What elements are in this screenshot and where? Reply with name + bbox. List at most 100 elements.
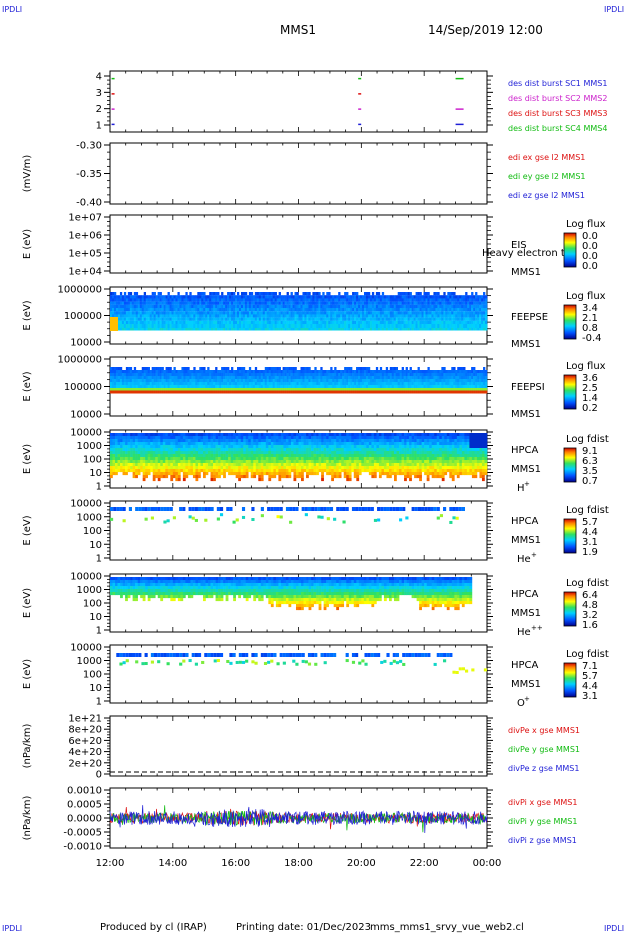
heat-cell — [409, 320, 412, 325]
heat-cell — [221, 324, 224, 328]
heat-cell — [304, 298, 307, 302]
heat-cell — [481, 295, 484, 299]
heat-cell — [363, 373, 367, 377]
heat-cell — [235, 317, 238, 321]
heat-cell — [405, 295, 408, 299]
heat-cell — [397, 327, 400, 331]
heat-cell — [330, 385, 333, 389]
heat-cell — [115, 469, 118, 473]
heat-cell — [369, 298, 373, 302]
heat-cell — [163, 382, 166, 386]
heat-cell — [483, 385, 486, 389]
heat-cell — [169, 370, 172, 374]
heat-cell — [127, 379, 131, 383]
heat-cell — [373, 298, 377, 302]
heat-cell — [119, 314, 123, 318]
heat-cell — [225, 373, 228, 377]
heat-cell — [179, 327, 182, 331]
heat-cell — [334, 304, 337, 309]
heat-cell — [459, 304, 462, 309]
heat-cell — [242, 317, 246, 321]
heat-cell — [209, 379, 212, 383]
heat-cell — [137, 460, 141, 464]
heat-cell — [369, 373, 373, 377]
heat-cell — [324, 301, 327, 305]
heat-cell — [137, 382, 141, 386]
heat-cell — [120, 463, 123, 467]
heat-cell — [481, 388, 484, 391]
heat-cell — [250, 390, 254, 394]
heat-cell — [181, 317, 184, 321]
heat-cell — [433, 376, 436, 380]
heat-cell — [411, 320, 414, 325]
heat-cell — [270, 385, 274, 389]
heat-cell — [175, 388, 178, 391]
heat-cell — [137, 448, 141, 452]
heat-cell — [157, 463, 161, 467]
heat-cell — [276, 311, 279, 315]
heat-cell — [157, 475, 161, 479]
heat-cell — [282, 370, 285, 374]
heat-cell — [395, 314, 399, 318]
heat-cell — [132, 460, 136, 464]
heat-cell — [477, 314, 480, 318]
heat-cell — [467, 314, 470, 318]
heat-cell — [433, 301, 436, 305]
heat-cell — [336, 373, 339, 377]
heat-cell — [123, 327, 127, 331]
heat-cell — [306, 388, 309, 391]
heat-cell — [256, 382, 260, 386]
heat-cell — [173, 376, 176, 380]
heat-cell — [274, 388, 277, 391]
heat-cell — [417, 388, 420, 391]
heat-cell — [296, 314, 299, 318]
heat-cell — [231, 317, 234, 321]
heat-cell — [399, 301, 402, 305]
heat-cell — [131, 390, 135, 394]
heat-cell — [209, 298, 212, 302]
heat-cell — [411, 370, 414, 374]
heat-cell — [445, 388, 448, 391]
heat-cell — [393, 376, 397, 380]
heat-cell — [481, 304, 484, 309]
colorbar-tick-label: -0.4 — [582, 333, 602, 344]
heat-cell — [120, 445, 123, 449]
heat-cell — [229, 390, 232, 394]
heat-cell — [338, 379, 341, 383]
heat-cell — [375, 382, 379, 386]
heat-cell — [312, 304, 315, 309]
heat-cell — [256, 376, 260, 380]
heat-cell — [145, 442, 148, 446]
heat-cell — [121, 373, 125, 377]
heat-cell — [197, 308, 200, 312]
heat-cell — [447, 388, 450, 391]
heat-cell — [242, 370, 246, 374]
heat-cell — [457, 320, 460, 325]
heat-cell — [258, 308, 262, 312]
heat-cell — [298, 376, 301, 380]
heat-cell — [352, 376, 355, 380]
heat-cell — [120, 469, 123, 473]
heat-cell — [179, 317, 182, 321]
heat-cell — [417, 295, 420, 299]
heat-cell — [361, 324, 365, 328]
heat-cell — [201, 320, 204, 325]
heat-cell — [111, 379, 115, 383]
heat-cell — [167, 445, 171, 449]
heat-cell — [350, 376, 353, 380]
heat-cell — [411, 295, 414, 299]
heat-cell — [308, 390, 311, 394]
heat-cell — [242, 388, 246, 391]
heat-cell — [409, 388, 412, 391]
heat-cell — [233, 301, 236, 305]
heat-cell — [286, 367, 289, 371]
heat-cell — [268, 320, 272, 325]
heat-cell — [123, 292, 127, 296]
heat-cell — [177, 460, 181, 464]
heat-cell — [417, 320, 420, 325]
heat-cell — [135, 295, 139, 299]
heat-cell — [141, 390, 145, 394]
heat-cell — [171, 390, 174, 394]
heat-cell — [320, 376, 323, 380]
heat-cell — [318, 314, 321, 318]
